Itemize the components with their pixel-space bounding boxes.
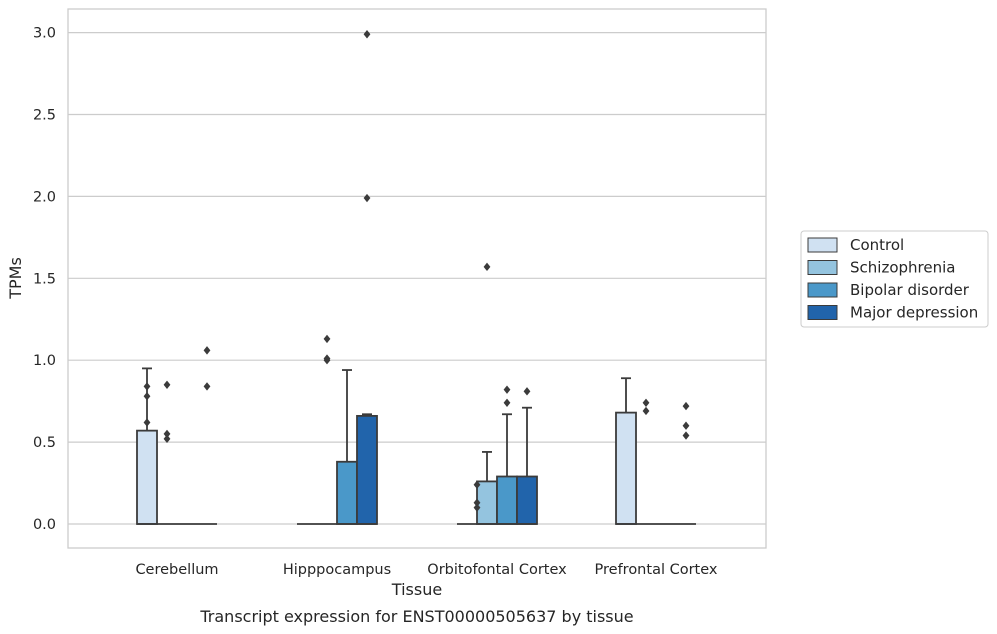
- outlier-point: [642, 398, 650, 407]
- outlier-point: [682, 401, 690, 411]
- box: [336, 460, 358, 525]
- x-tick-label: Cerebellum: [135, 562, 218, 578]
- legend-label: Major depression: [850, 304, 978, 322]
- grid-lines: [68, 31, 766, 525]
- y-tick-labels: 0.0 0.5 1.0 1.5 2.0 2.5 3.0: [33, 26, 56, 533]
- outlier-point: [523, 387, 531, 396]
- outlier-point: [143, 392, 151, 401]
- outlier-point: [473, 503, 481, 512]
- y-tick-label: 1.0: [33, 353, 56, 369]
- outlier-point: [163, 380, 171, 389]
- box: [136, 429, 158, 525]
- legend-label: Schizophrenia: [850, 259, 955, 277]
- chart-caption: Transcript expression for ENST0000050563…: [199, 607, 633, 626]
- legend-swatch: [807, 237, 838, 253]
- outlier-point: [163, 434, 171, 444]
- x-tick-label: Orbitofontal Cortex: [427, 562, 567, 578]
- outlier-point: [483, 262, 491, 272]
- outlier-point: [203, 346, 211, 355]
- y-tick-label: 2.0: [33, 189, 56, 205]
- outlier-point: [503, 385, 511, 394]
- legend-swatch: [807, 305, 838, 320]
- outlier-point: [503, 398, 511, 407]
- legend-label: Control: [850, 236, 904, 254]
- box: [496, 475, 518, 525]
- outlier-point: [473, 498, 481, 507]
- y-tick-label: 2.5: [33, 108, 56, 124]
- outlier-point: [473, 480, 481, 489]
- plot-frame: [67, 8, 767, 549]
- outlier-point: [163, 429, 171, 439]
- box: [356, 414, 378, 525]
- box: [516, 475, 538, 525]
- outlier-point: [682, 431, 690, 440]
- y-tick-label: 3.0: [33, 26, 56, 42]
- outlier-point: [323, 334, 331, 344]
- y-tick-label: 0.5: [33, 435, 56, 451]
- outlier-point: [143, 418, 151, 427]
- x-tick-label: Prefrontal Cortex: [595, 562, 718, 578]
- outlier-point: [682, 421, 690, 430]
- y-tick-label: 1.5: [33, 271, 56, 287]
- x-axis-title: Tissue: [391, 580, 442, 599]
- outlier-point: [203, 382, 211, 391]
- x-tick-labels: Cerebellum Hipppocampus Orbitofontal Corte…: [135, 562, 717, 578]
- y-tick-label: 0.0: [33, 517, 56, 533]
- x-tick-label: Hipppocampus: [283, 562, 391, 578]
- outlier-point: [143, 382, 151, 391]
- outlier-point: [323, 354, 331, 363]
- legend-swatch: [807, 282, 838, 298]
- y-axis-title: TPMs: [6, 257, 25, 300]
- box-marks: [136, 30, 696, 525]
- legend: Control Schizophrenia Bipolar disorder Majo…: [800, 230, 989, 328]
- legend-label: Bipolar disorder: [850, 281, 970, 299]
- box: [615, 411, 637, 525]
- outlier-point: [363, 30, 371, 39]
- outlier-point: [642, 406, 650, 416]
- legend-swatch: [807, 260, 838, 275]
- outlier-point: [363, 193, 371, 203]
- legend-frame: [800, 230, 989, 328]
